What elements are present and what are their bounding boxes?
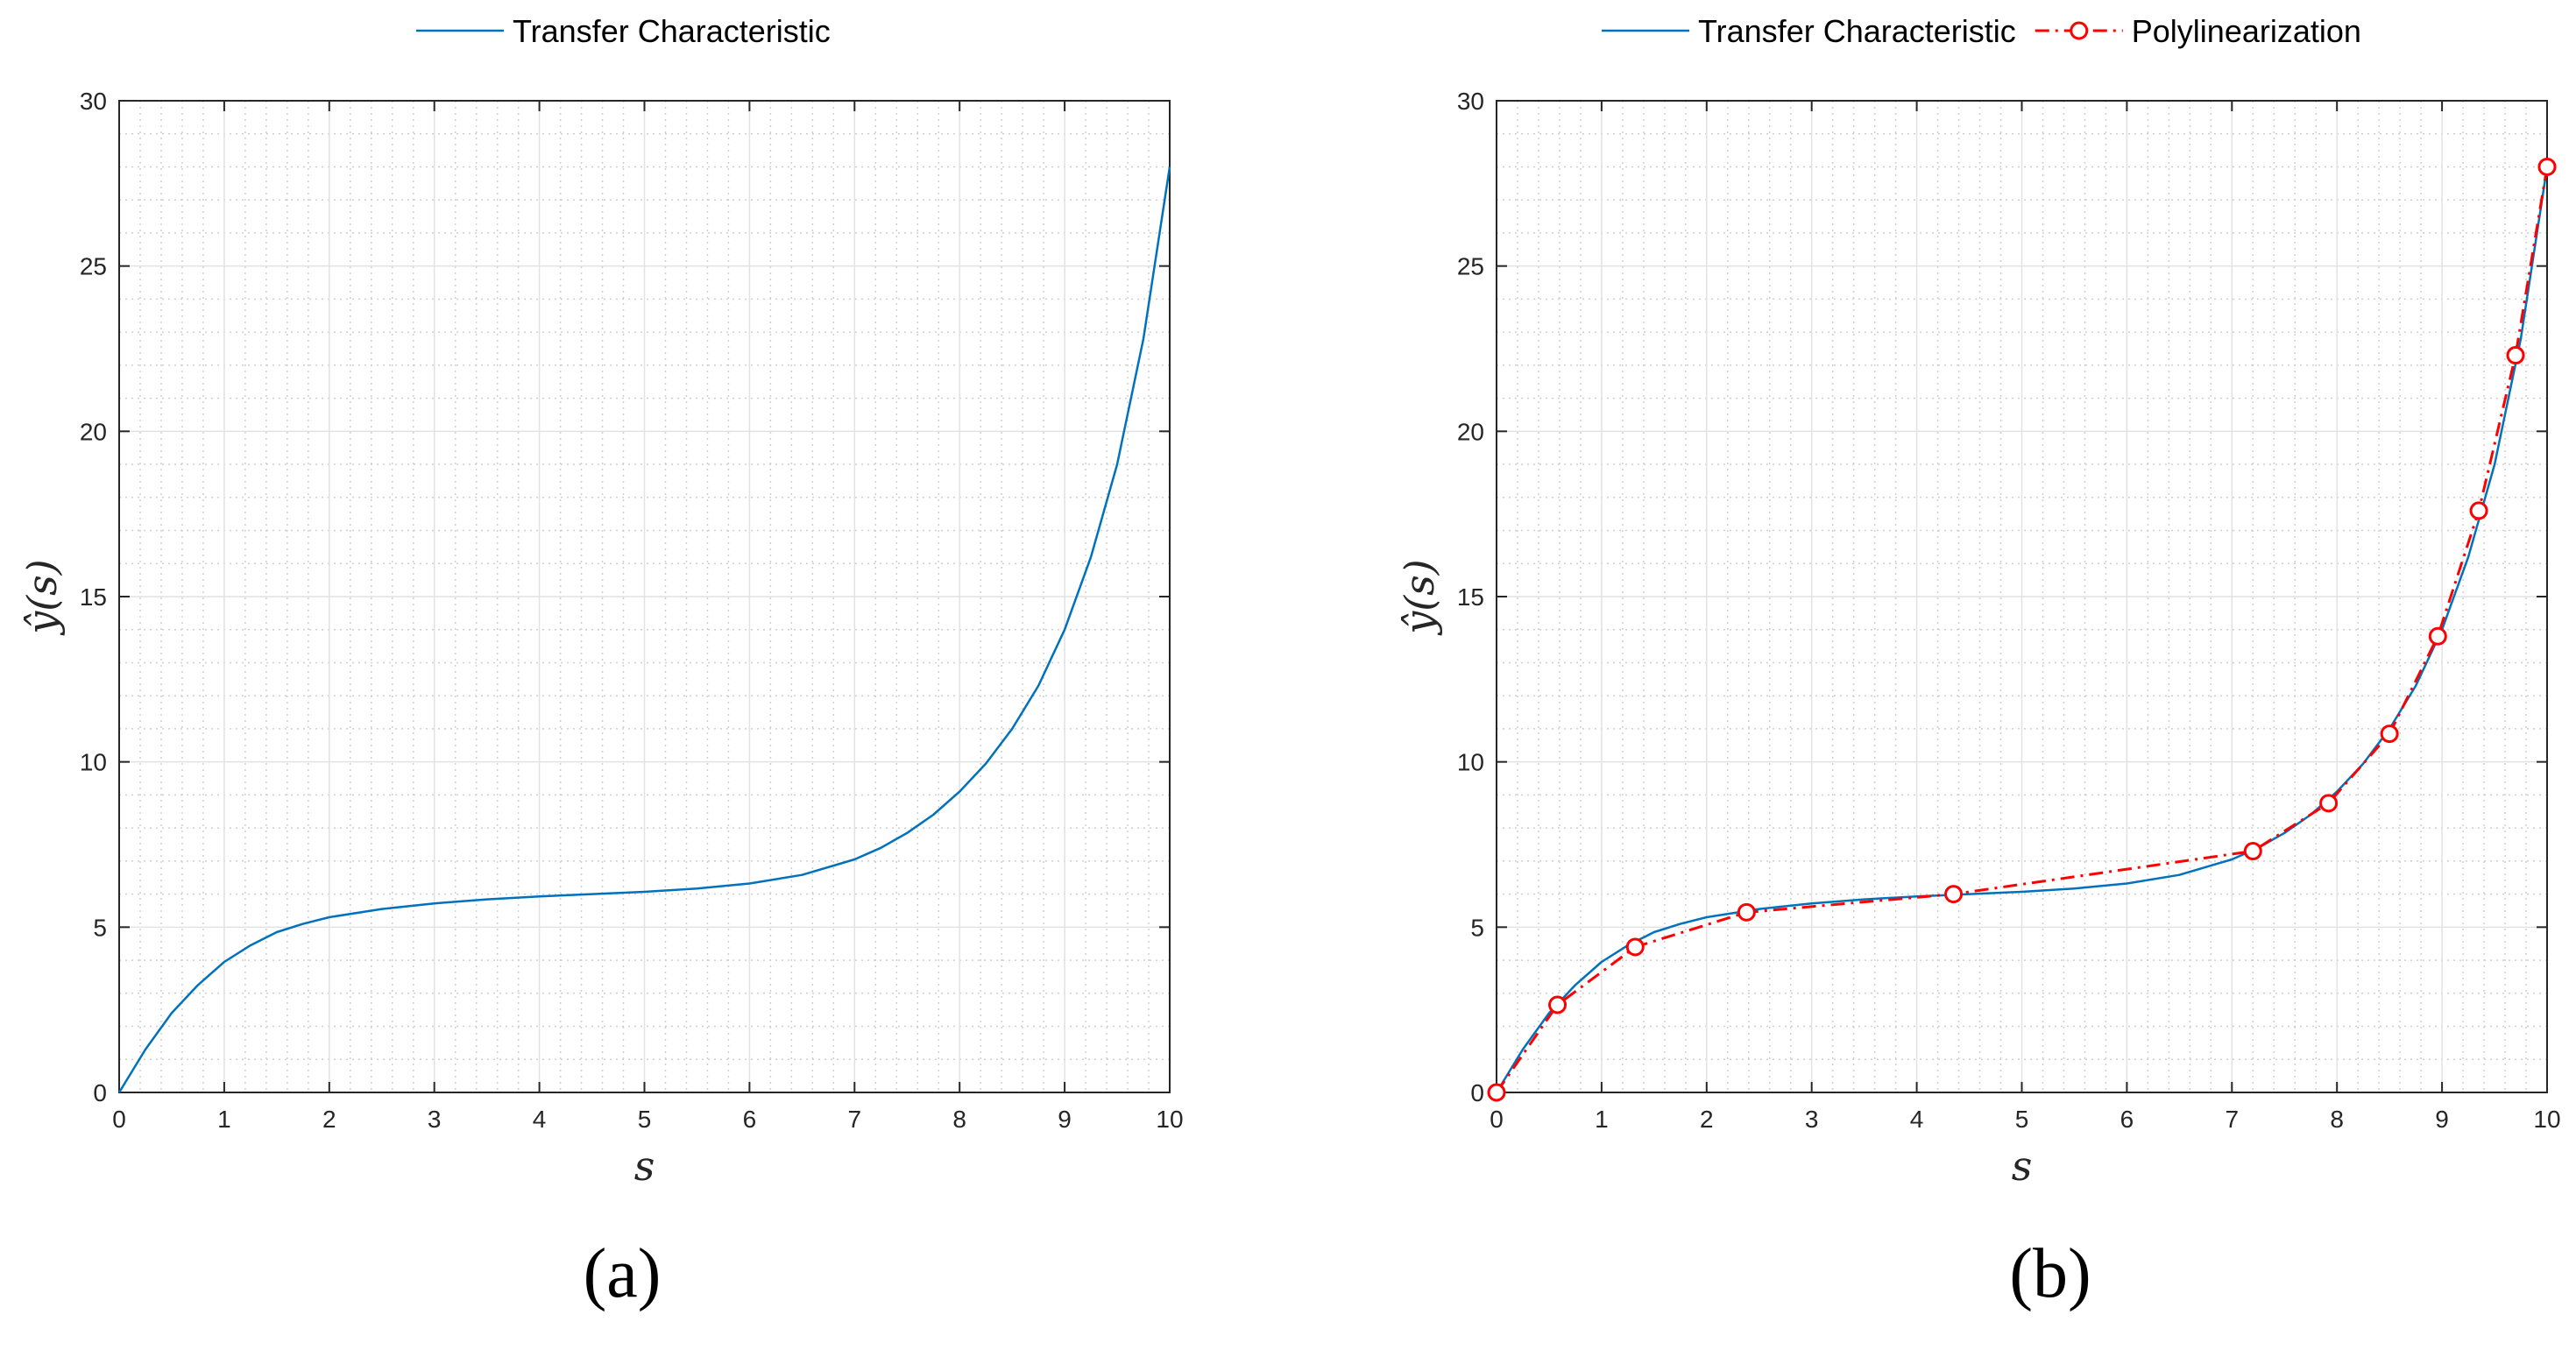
data-point-marker [1548,995,1568,1014]
y-tick-label: 5 [93,914,107,941]
x-tick-label: 5 [638,1106,652,1133]
y-tick-label: 30 [80,88,107,115]
x-tick-label: 9 [2435,1106,2449,1133]
x-tick-label: 10 [2533,1106,2560,1133]
x-tick-label: 5 [2015,1106,2029,1133]
y-tick-label: 20 [80,418,107,445]
y-axis-label: ŷ(s) [1396,559,1443,636]
y-tick-label: 30 [1457,88,1484,115]
series-line-transfer-characteristic [117,166,1171,1093]
x-tick-label: 10 [1156,1106,1183,1133]
y-tick-label: 0 [93,1079,107,1106]
y-tick-label: 10 [80,749,107,776]
y-tick-label: 10 [1457,749,1484,776]
x-tick-label: 4 [533,1106,547,1133]
x-tick-label: 3 [428,1106,442,1133]
data-point-marker [2243,842,2262,861]
x-tick-label: 7 [2226,1106,2240,1133]
y-tick-label: 0 [1470,1079,1484,1106]
x-tick-label: 6 [743,1106,757,1133]
x-axis-label: s [634,1142,655,1190]
y-tick-label: 15 [1457,583,1484,611]
x-tick-label: 3 [1805,1106,1819,1133]
y-tick-label: 20 [1457,418,1484,445]
x-tick-label: 8 [952,1106,966,1133]
data-point-marker [1625,937,1645,957]
y-tick-label: 5 [1470,914,1484,941]
x-tick-label: 4 [1910,1106,1924,1133]
data-point-marker [2469,501,2488,520]
series-line-polylinearization [1495,166,2549,1093]
legend-entry-label: Polylinearization [2132,13,2361,49]
x-tick-label: 0 [1490,1106,1504,1133]
panel-label: (b) [2009,1235,2091,1312]
legend-entry-label: Transfer Characteristic [513,13,831,49]
legend-entry-label: Transfer Characteristic [1698,13,2016,49]
x-tick-label: 0 [112,1106,126,1133]
x-axis-label: s [2012,1142,2033,1190]
data-point-marker [1487,1083,1506,1102]
x-tick-label: 1 [1595,1106,1609,1133]
data-point-marker [2537,157,2557,176]
data-point-marker [2428,626,2447,646]
y-axis-label: ŷ(s) [18,559,66,636]
x-tick-label: 8 [2330,1106,2344,1133]
x-tick-label: 2 [322,1106,336,1133]
data-point-marker [2506,346,2525,365]
chart-panel-a: 0 1 2 3 4 5 6 7 8 9 10 0 5 10 15 20 25 30 s ŷ(s) Transfer Ch… [18,13,1184,1312]
x-tick-label: 2 [1700,1106,1714,1133]
x-tick-label: 6 [2120,1106,2134,1133]
x-tick-label: 1 [217,1106,231,1133]
legend-marker-swatch [2070,21,2089,40]
x-tick-label: 7 [848,1106,862,1133]
data-point-marker [1944,885,1964,904]
x-tick-label: 9 [1058,1106,1072,1133]
y-tick-label: 25 [1457,253,1484,280]
data-point-marker [2319,794,2339,813]
y-tick-label: 25 [80,253,107,280]
data-point-marker [2380,724,2399,744]
chart-panel-b: 0 1 2 3 4 5 6 7 8 9 10 0 5 10 15 20 25 30 s ŷ(s) Transfer Ch… [1396,13,2561,1312]
y-tick-label: 15 [80,583,107,611]
data-point-marker [1737,902,1756,922]
panel-label: (a) [584,1235,662,1312]
